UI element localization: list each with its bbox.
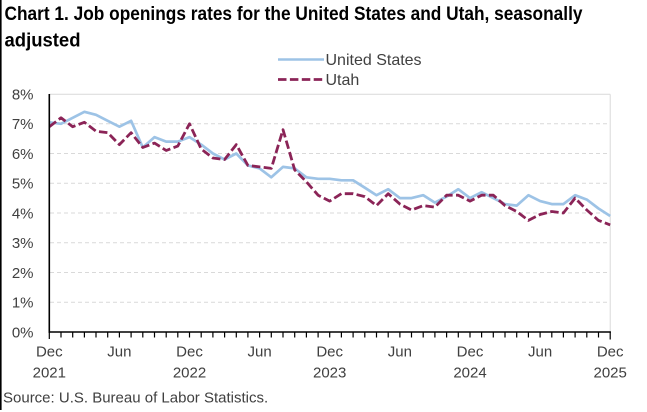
svg-text:adjusted: adjusted: [5, 30, 81, 51]
svg-text:1%: 1%: [12, 295, 34, 312]
svg-text:Utah: Utah: [326, 72, 360, 89]
svg-text:Chart 1. Job openings rates fo: Chart 1. Job openings rates for the Unit…: [5, 4, 583, 25]
svg-text:2022: 2022: [173, 365, 206, 382]
svg-text:2%: 2%: [12, 265, 34, 282]
svg-text:Dec: Dec: [597, 344, 624, 361]
svg-text:6%: 6%: [12, 146, 34, 163]
svg-text:United States: United States: [326, 52, 422, 69]
svg-text:4%: 4%: [12, 205, 34, 222]
svg-text:0%: 0%: [12, 324, 34, 341]
svg-text:2021: 2021: [33, 365, 66, 382]
svg-text:Dec: Dec: [457, 344, 484, 361]
svg-text:Jun: Jun: [248, 344, 272, 361]
svg-text:Jun: Jun: [107, 344, 131, 361]
svg-text:Jun: Jun: [528, 344, 552, 361]
svg-text:Dec: Dec: [316, 344, 343, 361]
svg-text:7%: 7%: [12, 116, 34, 133]
svg-text:3%: 3%: [12, 235, 34, 252]
svg-text:5%: 5%: [12, 176, 34, 193]
svg-text:Dec: Dec: [176, 344, 203, 361]
svg-text:2025: 2025: [594, 365, 627, 382]
svg-text:Jun: Jun: [388, 344, 412, 361]
svg-text:8%: 8%: [12, 87, 34, 104]
svg-text:2024: 2024: [453, 365, 486, 382]
svg-text:Source: U.S. Bureau of Labor S: Source: U.S. Bureau of Labor Statistics.: [3, 390, 268, 407]
svg-text:2023: 2023: [313, 365, 346, 382]
svg-text:Dec: Dec: [36, 344, 63, 361]
